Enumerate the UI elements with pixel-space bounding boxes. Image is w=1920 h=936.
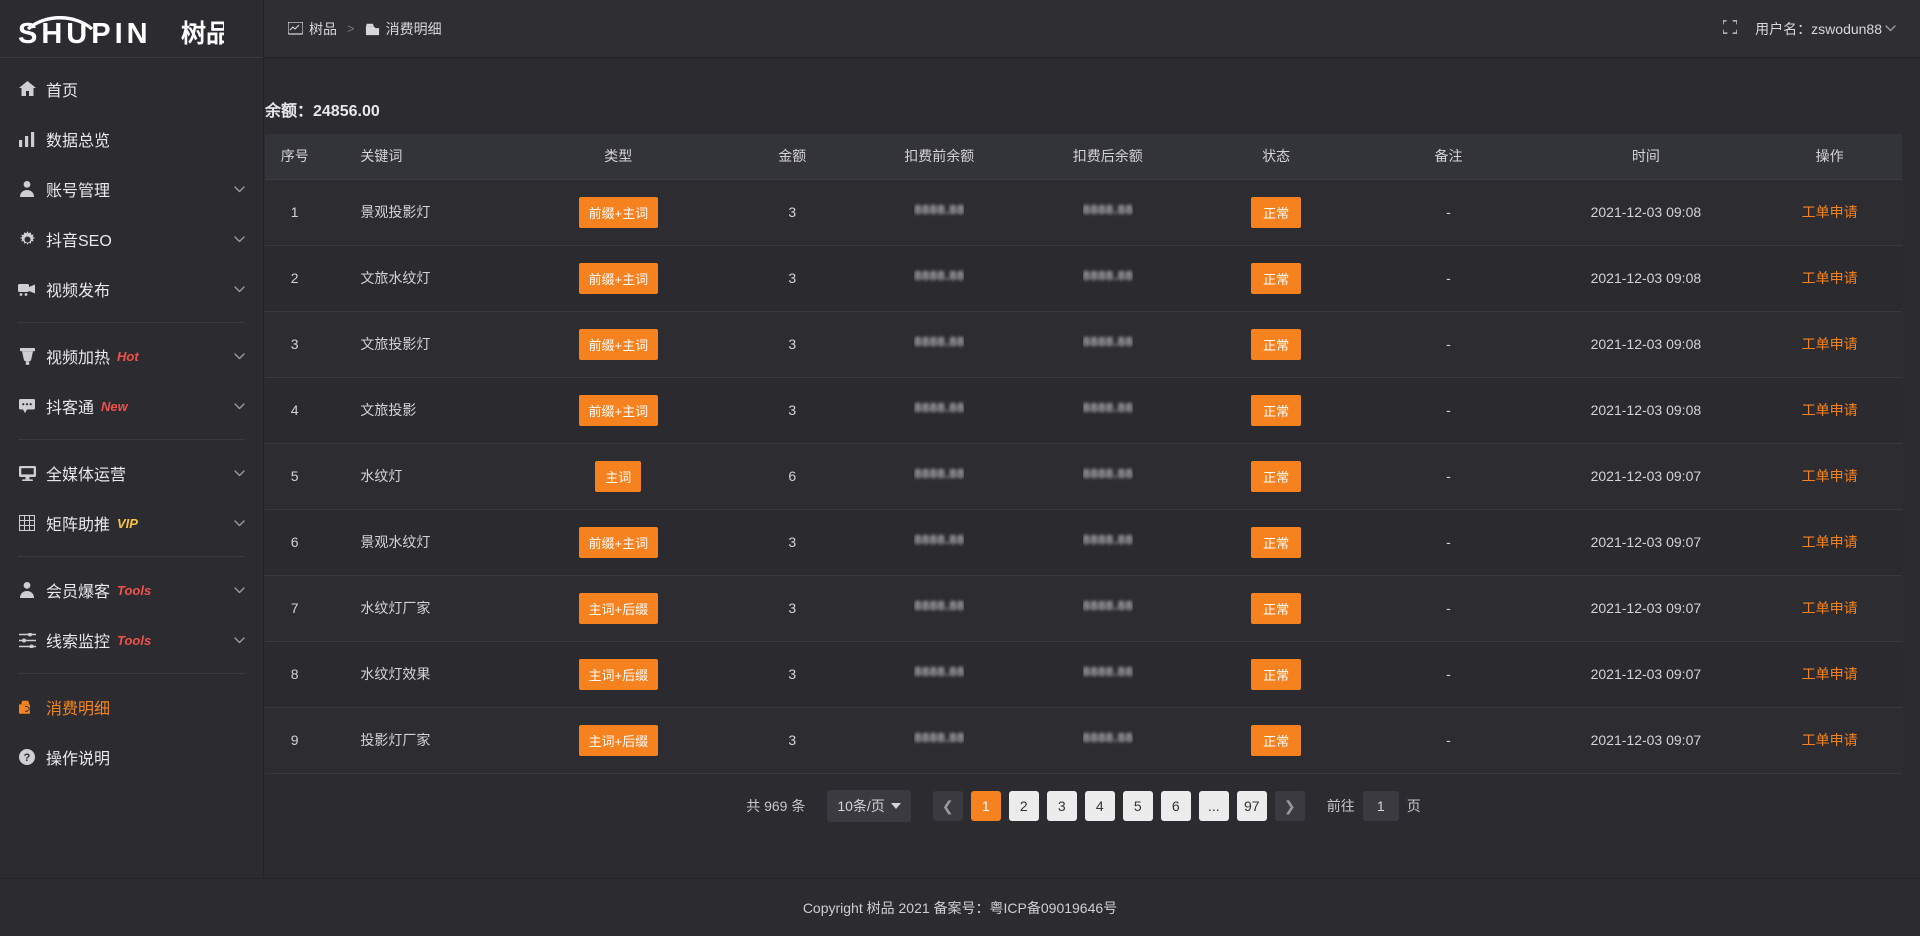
svg-text:树品: 树品: [181, 20, 224, 46]
svg-text:SHUPIN: SHUPIN: [18, 18, 152, 46]
svg-text:?: ?: [24, 752, 31, 764]
